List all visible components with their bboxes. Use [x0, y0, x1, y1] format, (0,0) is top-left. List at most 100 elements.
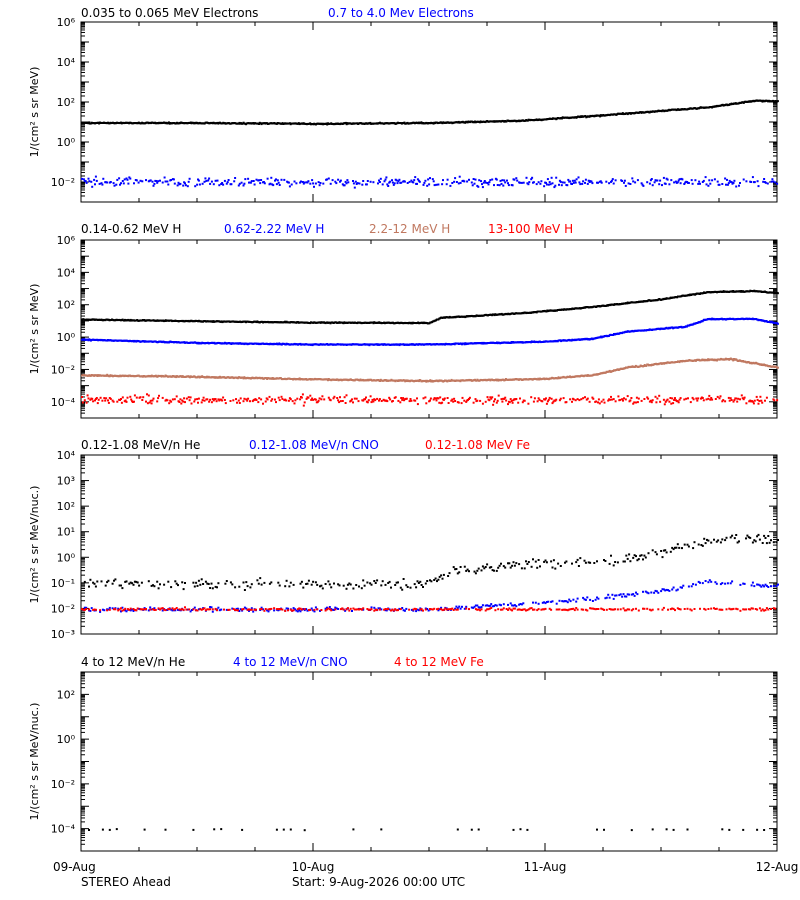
- data-point: [222, 396, 225, 399]
- data-point: [343, 184, 346, 187]
- data-point: [612, 398, 615, 401]
- data-point: [772, 180, 775, 183]
- data-point: [699, 182, 701, 185]
- data-point: [148, 401, 151, 404]
- data-point: [465, 400, 468, 403]
- data-point: [525, 176, 528, 179]
- data-point: [81, 396, 83, 398]
- data-point: [776, 322, 779, 325]
- data-point: [496, 184, 499, 186]
- data-point: [118, 177, 121, 180]
- data-point: [547, 398, 550, 401]
- data-point: [125, 177, 128, 180]
- data-point: [701, 397, 704, 399]
- data-point: [510, 400, 513, 402]
- data-point: [225, 182, 228, 185]
- data-point: [732, 400, 735, 403]
- data-point: [581, 182, 584, 185]
- y-tick-label: 10⁻¹: [51, 577, 75, 590]
- data-point: [545, 183, 548, 186]
- data-point: [336, 397, 339, 399]
- data-point: [274, 398, 276, 401]
- data-point: [414, 176, 417, 179]
- data-point: [648, 182, 651, 185]
- data-point: [223, 399, 226, 401]
- data-point: [152, 397, 155, 400]
- data-point: [101, 399, 104, 402]
- data-point: [224, 402, 227, 405]
- data-point: [662, 398, 665, 401]
- data-point: [299, 398, 302, 401]
- data-point: [280, 178, 283, 181]
- data-point: [550, 397, 553, 400]
- data-point: [95, 179, 98, 182]
- data-point: [358, 182, 361, 185]
- data-point: [441, 401, 444, 404]
- y-tick-label: 10⁻²: [51, 363, 75, 376]
- data-point: [301, 181, 304, 183]
- data-point: [398, 178, 401, 181]
- data-point: [493, 184, 495, 187]
- data-point: [207, 179, 210, 182]
- y-tick-label: 10⁻³: [51, 628, 75, 641]
- data-point: [85, 181, 88, 184]
- data-point: [212, 183, 215, 186]
- data-point: [264, 400, 267, 403]
- data-point: [260, 398, 263, 401]
- data-point: [724, 177, 727, 180]
- data-point: [397, 399, 400, 402]
- data-point: [332, 397, 335, 400]
- data-point: [102, 177, 105, 180]
- data-point: [151, 180, 154, 183]
- start-time-label: Start: 9-Aug-2026 00:00 UTC: [292, 875, 465, 889]
- data-point: [705, 398, 708, 401]
- data-point: [582, 397, 585, 400]
- y-axis-label: 1/(cm² s sr MeV): [28, 284, 41, 375]
- data-point: [533, 397, 536, 400]
- data-point: [429, 177, 431, 180]
- data-point: [656, 179, 659, 182]
- data-point: [211, 398, 214, 401]
- data-point: [252, 180, 255, 182]
- data-point: [442, 398, 445, 401]
- data-point: [97, 398, 100, 401]
- data-point: [386, 183, 389, 186]
- y-tick-label: 10⁰: [57, 136, 76, 149]
- data-point: [540, 180, 543, 183]
- data-point: [318, 397, 321, 400]
- data-point: [173, 182, 176, 185]
- data-point: [242, 184, 245, 187]
- data-point: [393, 182, 396, 185]
- data-point: [503, 179, 506, 182]
- data-point: [240, 181, 243, 184]
- panel-protons: 10⁻⁴ 10⁻² 10⁰ 10² 10⁴ 10⁶ 1/(cm² s sr MeV) 0.14…: [28, 222, 779, 419]
- data-point: [546, 178, 549, 181]
- data-point: [187, 396, 190, 399]
- data-point: [260, 179, 263, 181]
- data-point: [299, 181, 302, 184]
- data-point: [763, 178, 766, 180]
- data-point: [472, 401, 475, 404]
- data-point: [677, 401, 680, 404]
- data-point: [124, 399, 127, 402]
- data-point: [149, 399, 152, 402]
- data-point: [196, 183, 199, 186]
- data-point: [676, 181, 679, 184]
- series-black: [81, 99, 779, 126]
- data-point: [394, 396, 397, 399]
- data-point: [543, 185, 546, 188]
- data-point: [532, 400, 535, 403]
- data-point: [418, 380, 420, 383]
- data-point: [627, 182, 630, 185]
- data-point: [378, 399, 380, 402]
- data-point: [716, 180, 719, 183]
- data-point: [366, 180, 369, 182]
- data-point: [742, 398, 745, 401]
- data-point: [649, 179, 652, 182]
- data-point: [197, 179, 200, 182]
- data-point: [194, 185, 197, 188]
- data-point: [766, 182, 769, 185]
- data-point: [237, 399, 240, 402]
- data-point: [337, 399, 340, 402]
- data-point: [126, 178, 129, 181]
